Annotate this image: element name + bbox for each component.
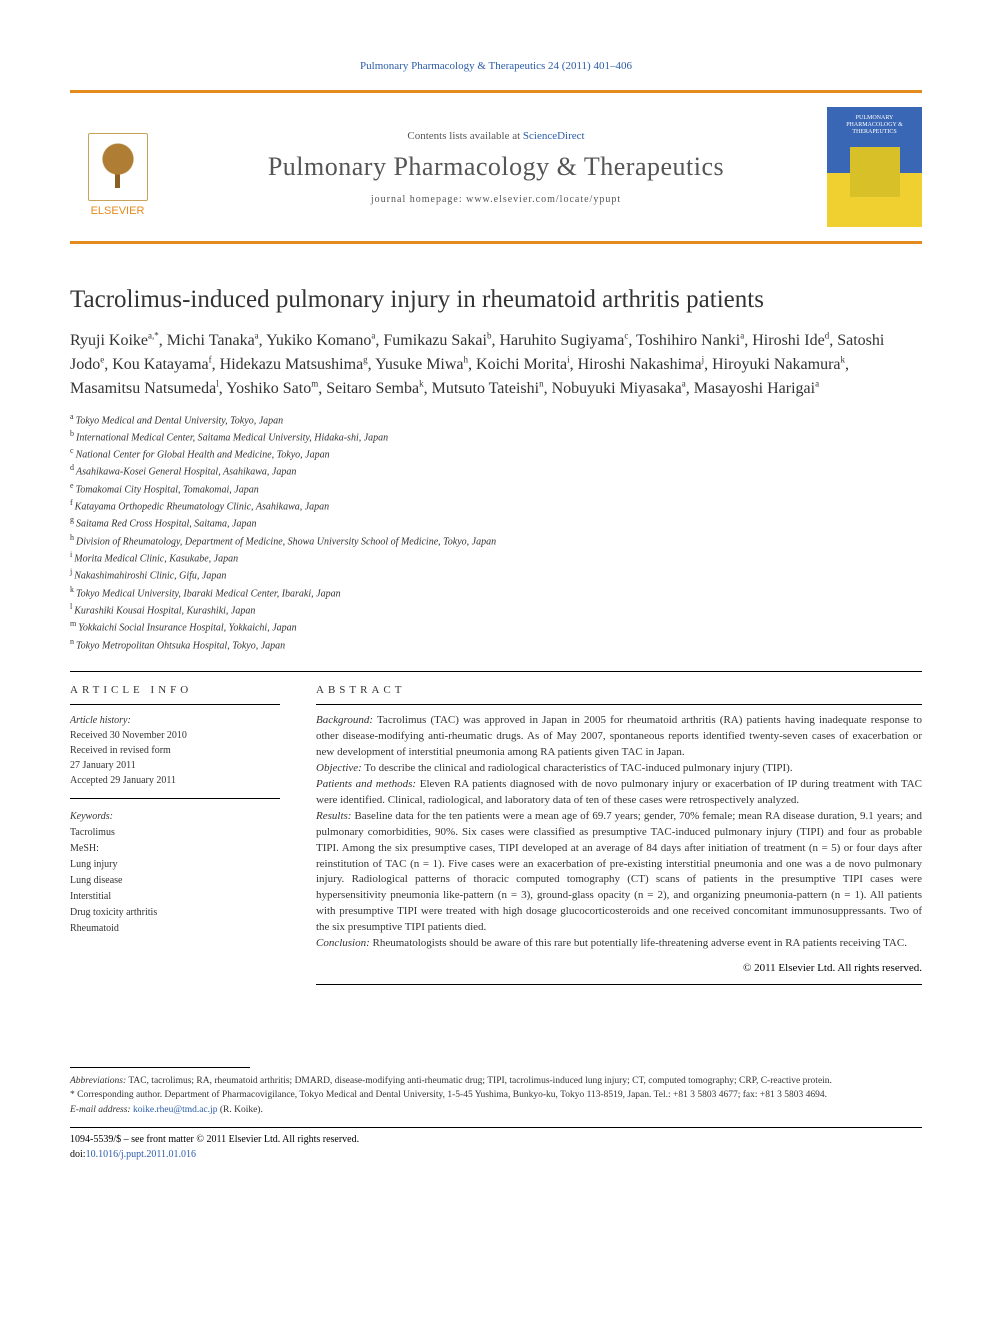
affiliation: gSaitama Red Cross Hospital, Saitama, Ja… (70, 514, 922, 531)
author: Hiroyuki Nakamurak (712, 356, 845, 373)
journal-masthead: ELSEVIER Contents lists available at Sci… (70, 90, 922, 244)
divider (70, 704, 280, 705)
corresponding-email-link[interactable]: koike.rheu@tmd.ac.jp (133, 1105, 217, 1115)
cover-image-icon (850, 147, 900, 197)
author: Seitaro Sembak (326, 380, 423, 397)
journal-homepage: journal homepage: www.elsevier.com/locat… (165, 194, 827, 205)
paper-title: Tacrolimus-induced pulmonary injury in r… (70, 284, 922, 317)
affiliation: nTokyo Metropolitan Ohtsuka Hospital, To… (70, 636, 922, 653)
publisher-logo: ELSEVIER (70, 117, 165, 217)
author: Toshihiro Nankia (636, 332, 744, 349)
author: Masamitsu Natsumedal (70, 380, 219, 397)
abstract-heading: ABSTRACT (316, 684, 922, 696)
divider (70, 1127, 922, 1128)
doi-block: 1094-5539/$ – see front matter © 2011 El… (70, 1132, 922, 1162)
affiliation: dAsahikawa-Kosei General Hospital, Asahi… (70, 462, 922, 479)
author: Yusuke Miwah (375, 356, 468, 373)
author: Koichi Moritai (476, 356, 570, 373)
divider (316, 704, 922, 705)
keyword: Lung injury (70, 857, 280, 873)
contents-line: Contents lists available at ScienceDirec… (165, 130, 827, 142)
keyword: Lung disease (70, 873, 280, 889)
journal-cover-thumb: PULMONARY PHARMACOLOGY & THERAPEUTICS (827, 107, 922, 227)
keyword: Interstitial (70, 889, 280, 905)
affiliation: bInternational Medical Center, Saitama M… (70, 428, 922, 445)
author: Michi Tanakaa (167, 332, 259, 349)
author: Yukiko Komanoa (266, 332, 375, 349)
article-info-heading: ARTICLE INFO (70, 684, 280, 696)
author: Kou Katayamaf (112, 356, 211, 373)
affiliation: hDivision of Rheumatology, Department of… (70, 532, 922, 549)
affiliation: aTokyo Medical and Dental University, To… (70, 411, 922, 428)
cover-title: PULMONARY PHARMACOLOGY & THERAPEUTICS (827, 115, 922, 137)
keyword: MeSH: (70, 841, 280, 857)
publisher-name: ELSEVIER (91, 205, 145, 217)
author-list: Ryuji Koikea,*, Michi Tanakaa, Yukiko Ko… (70, 329, 922, 401)
sciencedirect-link[interactable]: ScienceDirect (523, 130, 585, 142)
affiliation: iMorita Medical Clinic, Kasukabe, Japan (70, 549, 922, 566)
author: Masayoshi Harigaia (694, 380, 819, 397)
author: Hiroshi Nakashimaj (578, 356, 705, 373)
author: Fumikazu Sakaib (383, 332, 491, 349)
keyword: Drug toxicity arthritis (70, 905, 280, 921)
affiliation-list: aTokyo Medical and Dental University, To… (70, 411, 922, 654)
author: Yoshiko Satom (226, 380, 318, 397)
abstract-body: Background: Tacrolimus (TAC) was approve… (316, 713, 922, 952)
divider (316, 984, 922, 985)
affiliation: kTokyo Medical University, Ibaraki Medic… (70, 584, 922, 601)
elsevier-tree-icon (88, 133, 148, 201)
author: Mutsuto Tateishin (432, 380, 544, 397)
keywords-block: Keywords: TacrolimusMeSH:Lung injuryLung… (70, 809, 280, 937)
abstract-copyright: © 2011 Elsevier Ltd. All rights reserved… (316, 962, 922, 974)
author: Nobuyuki Miyasakaa (552, 380, 686, 397)
doi-link[interactable]: 10.1016/j.pupt.2011.01.016 (86, 1149, 196, 1160)
footnotes: Abbreviations: TAC, tacrolimus; RA, rheu… (70, 1074, 922, 1117)
divider (70, 671, 922, 672)
author: Hidekazu Matsushimag (220, 356, 368, 373)
affiliation: mYokkaichi Social Insurance Hospital, Yo… (70, 618, 922, 635)
author: Haruhito Sugiyamac (499, 332, 628, 349)
keyword: Tacrolimus (70, 825, 280, 841)
article-history: Article history: Received 30 November 20… (70, 713, 280, 799)
affiliation: lKurashiki Kousai Hospital, Kurashiki, J… (70, 601, 922, 618)
homepage-url[interactable]: www.elsevier.com/locate/ypupt (466, 194, 621, 205)
affiliation: jNakashimahiroshi Clinic, Gifu, Japan (70, 566, 922, 583)
keyword: Rheumatoid (70, 921, 280, 937)
citation-header: Pulmonary Pharmacology & Therapeutics 24… (70, 60, 922, 72)
affiliation: fKatayama Orthopedic Rheumatology Clinic… (70, 497, 922, 514)
footnotes-divider (70, 1067, 250, 1068)
author: Hiroshi Ided (752, 332, 829, 349)
affiliation: cNational Center for Global Health and M… (70, 445, 922, 462)
author: Ryuji Koikea,* (70, 332, 159, 349)
affiliation: eTomakomai City Hospital, Tomakomai, Jap… (70, 480, 922, 497)
journal-name: Pulmonary Pharmacology & Therapeutics (165, 152, 827, 182)
